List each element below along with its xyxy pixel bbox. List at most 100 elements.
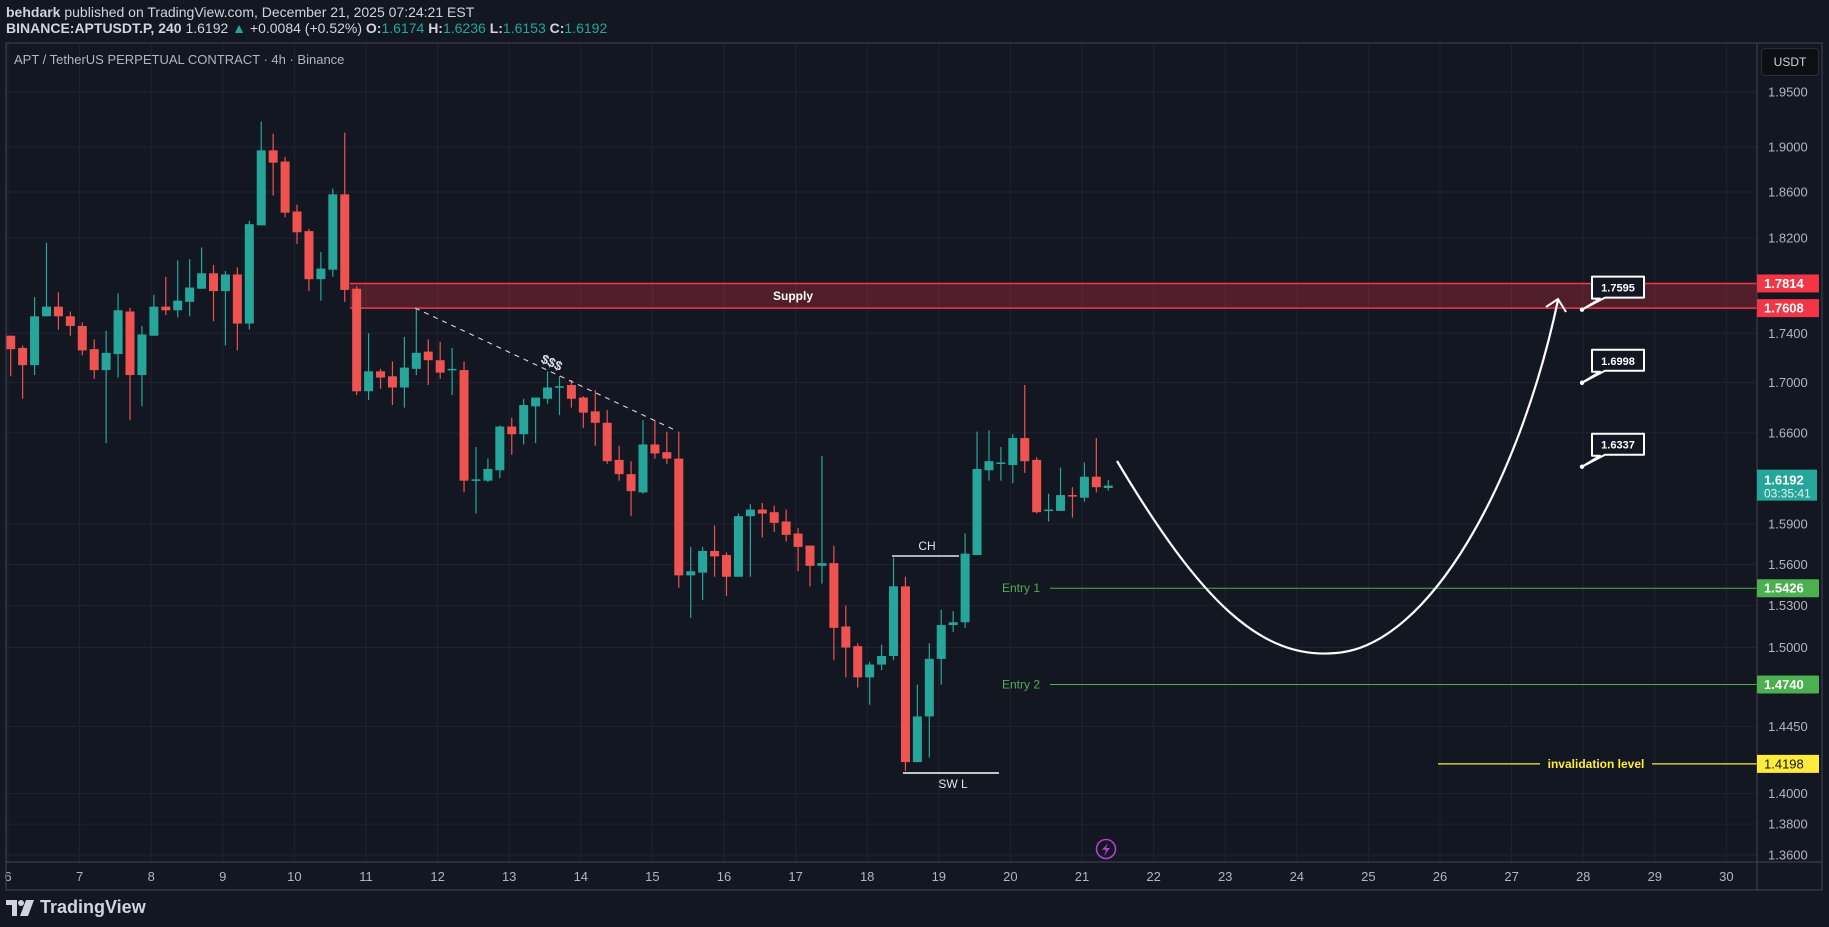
time-tick-label: 23 [1218, 869, 1232, 884]
price-tick-label: 1.4450 [1768, 719, 1808, 734]
ch-label: CH [918, 539, 935, 553]
candle-body [220, 274, 230, 292]
candle [984, 430, 994, 481]
low-label: L: [489, 20, 503, 36]
candle [769, 505, 779, 533]
candle [1067, 487, 1077, 518]
candle-body [662, 452, 672, 459]
candle-body [984, 461, 994, 471]
candle-body [638, 444, 648, 493]
invalidation-price-badge [1757, 754, 1819, 773]
price-tick-label: 1.9000 [1768, 140, 1808, 155]
candle-body [328, 194, 338, 270]
liquidity-label: $$$ [539, 351, 566, 374]
candle [161, 276, 171, 316]
time-tick-label: 27 [1504, 869, 1518, 884]
candle [30, 297, 40, 376]
candle-body [543, 387, 553, 399]
price-tick-label: 1.3600 [1768, 848, 1808, 863]
candle [101, 330, 111, 444]
time-tick-label: 7 [76, 869, 83, 884]
candle [698, 546, 708, 601]
currency-button[interactable]: USDT [1761, 48, 1819, 76]
candle [733, 513, 743, 577]
candle [578, 396, 588, 428]
candle [865, 661, 875, 705]
trendline-dashed [414, 307, 678, 432]
high-value: 1.6236 [442, 20, 486, 36]
lightning-circle [1095, 838, 1117, 860]
lightning-icon[interactable] [1095, 838, 1117, 860]
candle-body [113, 310, 123, 355]
candle-body [268, 150, 278, 163]
candle [232, 267, 242, 351]
candle-body [149, 306, 159, 336]
callout-text: 1.6998 [1601, 356, 1635, 368]
candle-body [578, 397, 588, 413]
price-tick-label: 1.5600 [1768, 557, 1808, 572]
candle [960, 533, 970, 628]
candle [411, 309, 421, 376]
author-name[interactable]: behdark [6, 4, 61, 20]
candle [125, 307, 135, 421]
candle-body [6, 335, 16, 350]
candle [256, 121, 266, 226]
candle-body [41, 306, 51, 317]
candle [745, 504, 755, 577]
candle-body [531, 397, 541, 407]
candle-body [519, 405, 529, 435]
callout-anchor [1579, 464, 1585, 469]
tradingview-logo[interactable]: TradingView [6, 897, 146, 918]
supply-bottom-price-badge [1757, 299, 1819, 318]
candle-body [209, 273, 219, 292]
time-tick-label: 17 [788, 869, 802, 884]
candle-body [411, 352, 421, 369]
candle-body [89, 349, 99, 371]
candle-body [602, 422, 612, 462]
candle-body [1103, 485, 1113, 488]
candle [1020, 385, 1030, 473]
candle-body [590, 411, 600, 423]
candle-body [387, 376, 397, 388]
callout-anchor [1579, 380, 1585, 385]
candle-body [757, 509, 767, 514]
candle-body [101, 352, 111, 371]
time-tick-label: 14 [574, 869, 588, 884]
candle-body [77, 325, 87, 351]
time-tick-label: 8 [148, 869, 155, 884]
candle [519, 398, 529, 445]
candle [626, 461, 636, 517]
candle [829, 545, 839, 661]
candle [423, 339, 433, 386]
time-tick-label: 28 [1576, 869, 1590, 884]
invalidation-price-text: 1.4198 [1764, 756, 1804, 771]
candle-body [30, 316, 40, 366]
projection-curve [1116, 299, 1560, 655]
candles-layer [6, 121, 1113, 772]
candle [507, 417, 517, 455]
price-change: +0.0084 (+0.52%) [249, 20, 363, 36]
price-tick-label: 1.7000 [1768, 375, 1808, 390]
candle [399, 336, 409, 408]
candle [722, 552, 731, 596]
candle [77, 322, 87, 356]
candle [710, 525, 720, 577]
candle-body [435, 360, 445, 373]
price-tick-label: 1.3800 [1768, 817, 1808, 832]
candle [566, 380, 576, 408]
candle [912, 684, 922, 763]
candle [376, 368, 386, 389]
supply-top-price-badge [1757, 274, 1819, 293]
candle [280, 157, 290, 218]
candle [41, 242, 51, 317]
time-tick-label: 21 [1075, 869, 1089, 884]
entry-1-price-badge [1757, 579, 1819, 598]
candle [900, 576, 910, 772]
candle [877, 644, 887, 671]
candle-body [256, 150, 266, 226]
candle [364, 333, 374, 401]
candle [6, 335, 16, 377]
candle [244, 220, 254, 330]
price-tick-label: 1.8600 [1768, 185, 1808, 200]
